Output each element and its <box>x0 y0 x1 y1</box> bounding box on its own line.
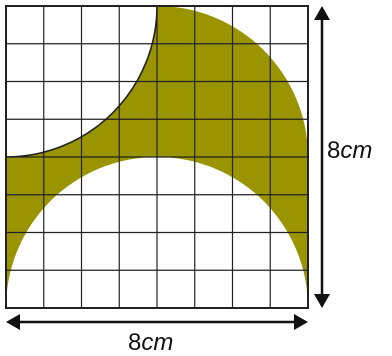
height-label: 8cm <box>327 137 372 164</box>
square-grid <box>6 6 308 308</box>
height-dimension-arrow <box>314 6 330 308</box>
quarter-circle-arc <box>5 5 158 158</box>
width-label: 8cm <box>128 329 173 356</box>
width-dimension-arrow <box>6 314 308 330</box>
outer-square <box>5 5 309 309</box>
